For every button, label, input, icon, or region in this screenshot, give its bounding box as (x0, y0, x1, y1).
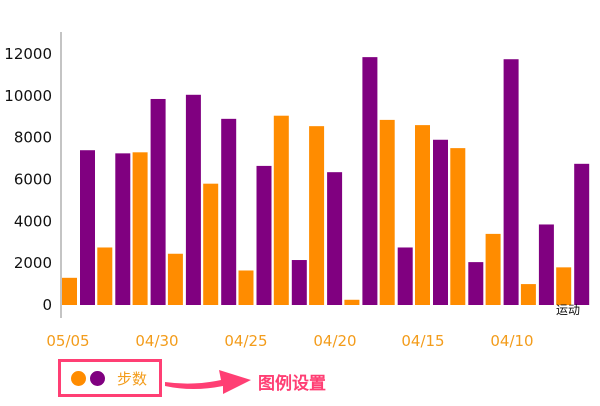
bar-purple (362, 57, 378, 306)
bar-orange (344, 299, 360, 305)
bar-orange (132, 152, 148, 305)
bar-orange (485, 233, 501, 305)
bar-purple (327, 172, 343, 305)
x-axis: 05/05 04/30 04/25 04/20 04/15 04/10 (46, 332, 533, 350)
x-tick-label: 05/05 (46, 332, 89, 350)
x-tick-label: 04/20 (313, 332, 356, 350)
bar-orange (167, 253, 183, 305)
bar-orange (273, 115, 289, 306)
legend-dot-orange (71, 370, 86, 386)
x-tick-label: 04/30 (135, 332, 178, 350)
bar-orange (556, 267, 572, 305)
bar-purple (433, 139, 448, 305)
bar-purple (185, 94, 201, 305)
bar-orange (450, 148, 466, 305)
bar-purple (221, 118, 237, 305)
bar-orange (379, 119, 395, 305)
y-tick-label: 10000 (4, 87, 52, 105)
legend-dot-purple (90, 370, 105, 386)
corner-label: 运动 (556, 303, 580, 317)
legend-label: 步数 (117, 369, 148, 388)
bar-orange (309, 126, 325, 305)
x-tick-label: 04/15 (401, 332, 444, 350)
arrow-icon (165, 370, 251, 394)
legend-annotation: 图例设置 (258, 374, 326, 394)
x-tick-label: 04/10 (490, 332, 533, 350)
y-tick-label: 12000 (4, 45, 52, 63)
bars (62, 57, 590, 306)
y-tick-label: 2000 (14, 254, 52, 272)
bar-purple (503, 59, 519, 305)
bar-purple (468, 262, 484, 305)
bar-orange (520, 284, 536, 305)
legend[interactable]: 步数 (58, 359, 162, 397)
bar-purple (150, 98, 166, 306)
bar-orange (415, 125, 430, 305)
x-tick-label: 04/25 (224, 332, 267, 350)
bar-purple (80, 150, 95, 305)
bar-orange (62, 277, 77, 305)
bar-orange (97, 247, 113, 305)
bar-chart: 0 2000 4000 6000 8000 10000 12000 05/05 04/30 04… (4, 32, 590, 350)
y-tick-label: 0 (42, 296, 52, 314)
y-axis: 0 2000 4000 6000 8000 10000 12000 (4, 32, 62, 318)
y-tick-label: 4000 (14, 212, 52, 230)
bar-purple (397, 247, 413, 305)
bar-purple (538, 224, 554, 305)
bar-orange (203, 183, 219, 305)
bar-orange (238, 270, 254, 305)
bar-purple (256, 165, 272, 305)
y-tick-label: 6000 (14, 171, 52, 189)
bar-purple (574, 163, 590, 305)
bar-purple (291, 260, 307, 305)
y-tick-label: 8000 (14, 129, 52, 147)
bar-purple (115, 153, 131, 305)
